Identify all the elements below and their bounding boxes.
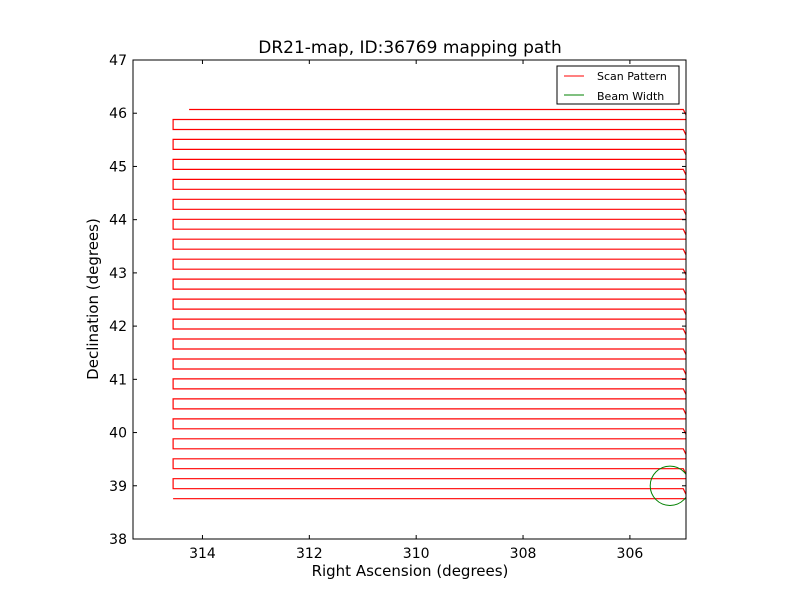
legend-label-beam-width: Beam Width <box>597 90 664 103</box>
series-layer <box>172 108 686 506</box>
y-tick-label: 39 <box>109 479 127 495</box>
y-tick-label: 46 <box>109 106 127 122</box>
x-axis-label: Right Ascension (degrees) <box>312 562 509 580</box>
y-axis-label: Declination (degrees) <box>84 218 102 380</box>
y-tick-label: 47 <box>109 53 127 69</box>
scan-pattern-line <box>172 108 686 500</box>
y-tick-label: 45 <box>109 159 127 175</box>
legend-label-scan-pattern: Scan Pattern <box>597 70 667 83</box>
x-tick-label: 306 <box>617 546 644 562</box>
y-tick-label: 44 <box>109 213 127 229</box>
beam-width-circle <box>649 465 686 506</box>
y-tick-label: 38 <box>109 532 127 548</box>
y-tick-label: 41 <box>109 372 127 388</box>
y-tick-label: 40 <box>109 426 127 442</box>
ticks-layer: 314 312 310 308 306 38 39 40 41 42 43 44 45 46 47 <box>109 53 686 562</box>
y-tick-label: 42 <box>109 319 127 335</box>
x-tick-label: 312 <box>296 546 323 562</box>
plot-frame <box>132 59 687 540</box>
x-tick-label: 308 <box>510 546 537 562</box>
legend-box <box>556 65 680 105</box>
x-tick-label: 314 <box>189 546 216 562</box>
chart-title: DR21-map, ID:36769 mapping path <box>258 38 561 58</box>
x-tick-label: 310 <box>403 546 430 562</box>
y-tick-label: 43 <box>109 266 127 282</box>
legend: Scan Pattern Beam Width <box>556 65 680 105</box>
